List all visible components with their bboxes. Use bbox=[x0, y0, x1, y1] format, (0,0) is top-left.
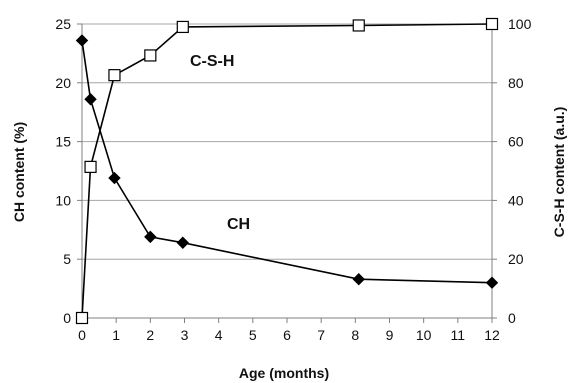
x-tick-label: 1 bbox=[112, 327, 120, 343]
data-point-ch bbox=[485, 276, 499, 289]
x-tick-label: 4 bbox=[215, 327, 223, 343]
x-tick-label: 9 bbox=[386, 327, 394, 343]
x-tick-label: 5 bbox=[249, 327, 257, 343]
y-right-tick-label: 20 bbox=[508, 251, 524, 267]
x-tick-labels: 0 1 2 3 4 5 6 7 8 9 10 11 12 bbox=[78, 327, 500, 343]
series-line-ch bbox=[81, 40, 493, 284]
y-right-tick-label: 40 bbox=[508, 192, 524, 208]
series-label-csh: C-S-H bbox=[190, 53, 234, 70]
x-axis-title: Age (months) bbox=[239, 365, 329, 381]
x-tick-label: 8 bbox=[351, 327, 359, 343]
x-tick-label: 2 bbox=[146, 327, 154, 343]
y-left-axis-title: CH content (%) bbox=[11, 122, 27, 222]
x-tick-label: 10 bbox=[416, 327, 432, 343]
x-tick-label: 0 bbox=[78, 327, 86, 343]
data-point-ch bbox=[144, 230, 157, 244]
x-tick-label: 12 bbox=[484, 327, 500, 343]
x-tick-label: 6 bbox=[283, 327, 291, 343]
y-left-tick-label: 5 bbox=[63, 251, 71, 267]
data-point-ch bbox=[108, 171, 121, 185]
data-point-ch bbox=[352, 272, 365, 286]
data-point-ch bbox=[84, 93, 97, 106]
y-left-tick-labels: 0 5 10 15 20 25 bbox=[55, 16, 71, 326]
series-label-ch: CH bbox=[227, 216, 250, 233]
y-left-tick-label: 0 bbox=[63, 310, 71, 326]
y-right-tick-label: 0 bbox=[508, 310, 516, 326]
y-right-tick-label: 60 bbox=[508, 134, 524, 150]
y-right-tick-label: 100 bbox=[508, 16, 532, 32]
y-left-tick-label: 10 bbox=[55, 192, 71, 208]
y-right-axis-title: C-S-H content (a.u.) bbox=[551, 107, 567, 238]
data-point-c-s-h bbox=[108, 69, 121, 82]
series-line-c-s-h bbox=[81, 23, 493, 319]
series-markers bbox=[75, 17, 499, 325]
x-tick-label: 11 bbox=[451, 327, 466, 343]
y-right-tick-label: 80 bbox=[508, 75, 524, 91]
y-right-tick-labels: 0 20 40 60 80 100 bbox=[508, 16, 532, 326]
series-lines bbox=[81, 23, 493, 319]
gridlines bbox=[82, 23, 492, 319]
y-left-tick-label: 25 bbox=[55, 16, 71, 32]
x-tick-label: 3 bbox=[181, 327, 189, 343]
x-tick-label: 7 bbox=[317, 327, 325, 343]
data-point-c-s-h bbox=[75, 311, 89, 325]
data-point-c-s-h bbox=[352, 19, 365, 32]
data-point-ch bbox=[176, 236, 189, 249]
data-point-c-s-h bbox=[84, 160, 97, 173]
axes bbox=[77, 23, 497, 323]
data-point-c-s-h bbox=[485, 17, 499, 31]
y-left-tick-label: 20 bbox=[55, 75, 71, 91]
data-point-c-s-h bbox=[176, 20, 189, 34]
data-point-c-s-h bbox=[144, 49, 157, 62]
y-left-tick-label: 15 bbox=[55, 134, 71, 150]
data-point-ch bbox=[75, 34, 89, 47]
